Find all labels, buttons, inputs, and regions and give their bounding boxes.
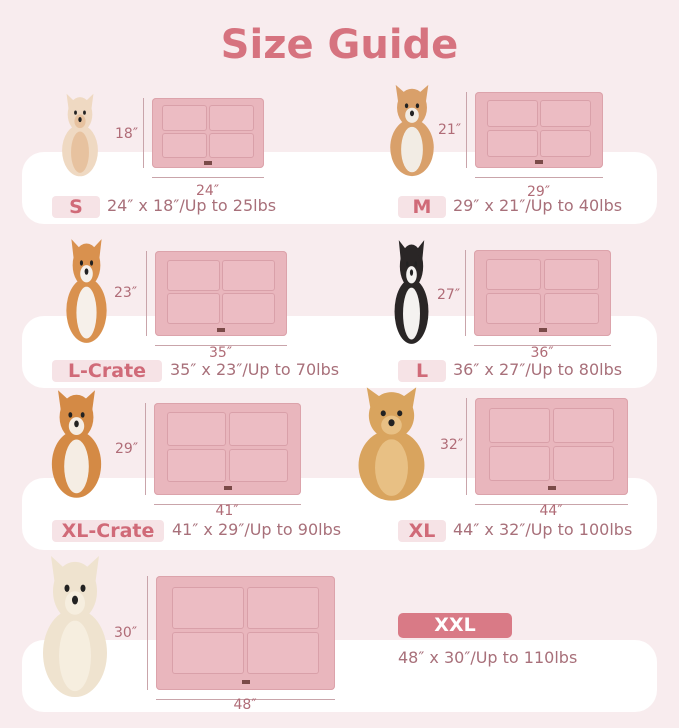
dog-icon bbox=[340, 385, 443, 503]
width-line bbox=[152, 177, 264, 178]
dog-icon bbox=[385, 238, 438, 346]
width-label: 29″ bbox=[527, 184, 551, 200]
white-band bbox=[22, 640, 657, 712]
dog-icon bbox=[38, 388, 115, 500]
size-spec: 24″ x 18″/Up to 25lbs bbox=[107, 196, 277, 215]
height-label: 29″ bbox=[115, 441, 139, 457]
dog-mat bbox=[475, 398, 628, 495]
height-line bbox=[146, 251, 147, 336]
width-line bbox=[474, 345, 611, 346]
width-line bbox=[154, 504, 301, 505]
size-spec: 35″ x 23″/Up to 70lbs bbox=[170, 360, 340, 379]
height-label: 30″ bbox=[114, 625, 138, 641]
width-label: 35″ bbox=[209, 345, 233, 361]
width-line bbox=[475, 504, 628, 505]
height-line bbox=[466, 92, 467, 168]
width-label: 24″ bbox=[196, 183, 220, 199]
height-label: 32″ bbox=[440, 437, 464, 453]
height-line bbox=[465, 250, 466, 336]
size-spec: 41″ x 29″/Up to 90lbs bbox=[172, 520, 342, 539]
dog-icon bbox=[55, 237, 118, 345]
height-label: 23″ bbox=[114, 285, 138, 301]
height-line bbox=[145, 403, 146, 495]
width-line bbox=[155, 345, 287, 346]
size-badge: XL-Crate bbox=[52, 520, 164, 542]
width-line bbox=[475, 177, 603, 178]
size-badge: L-Crate bbox=[52, 360, 162, 382]
height-label: 18″ bbox=[115, 126, 139, 142]
height-line bbox=[466, 398, 467, 495]
dog-mat bbox=[152, 98, 264, 168]
page-title: Size Guide bbox=[220, 22, 459, 68]
size-spec: 36″ x 27″/Up to 80lbs bbox=[453, 360, 623, 379]
width-label: 44″ bbox=[539, 503, 563, 519]
size-badge: S bbox=[52, 196, 100, 218]
size-spec: 44″ x 32″/Up to 100lbs bbox=[453, 520, 633, 539]
size-badge: M bbox=[398, 196, 446, 218]
width-label: 36″ bbox=[530, 345, 554, 361]
width-label: 41″ bbox=[215, 503, 239, 519]
size-spec: 29″ x 21″/Up to 40lbs bbox=[453, 196, 623, 215]
dog-icon bbox=[378, 83, 446, 178]
dog-mat bbox=[154, 403, 301, 495]
dog-mat bbox=[156, 576, 335, 690]
size-badge: L bbox=[398, 360, 446, 382]
width-line bbox=[156, 699, 335, 700]
height-line bbox=[147, 576, 148, 690]
size-badge: XL bbox=[398, 520, 446, 542]
dog-icon bbox=[25, 553, 125, 700]
height-label: 21″ bbox=[438, 122, 462, 138]
dog-mat bbox=[475, 92, 603, 168]
size-spec: 48″ x 30″/Up to 110lbs bbox=[398, 648, 578, 667]
height-line bbox=[143, 98, 144, 168]
dog-mat bbox=[474, 250, 611, 336]
dog-icon bbox=[52, 92, 108, 178]
height-label: 27″ bbox=[437, 287, 461, 303]
size-badge: XXL bbox=[398, 613, 512, 638]
dog-mat bbox=[155, 251, 287, 336]
width-label: 48″ bbox=[233, 697, 257, 713]
